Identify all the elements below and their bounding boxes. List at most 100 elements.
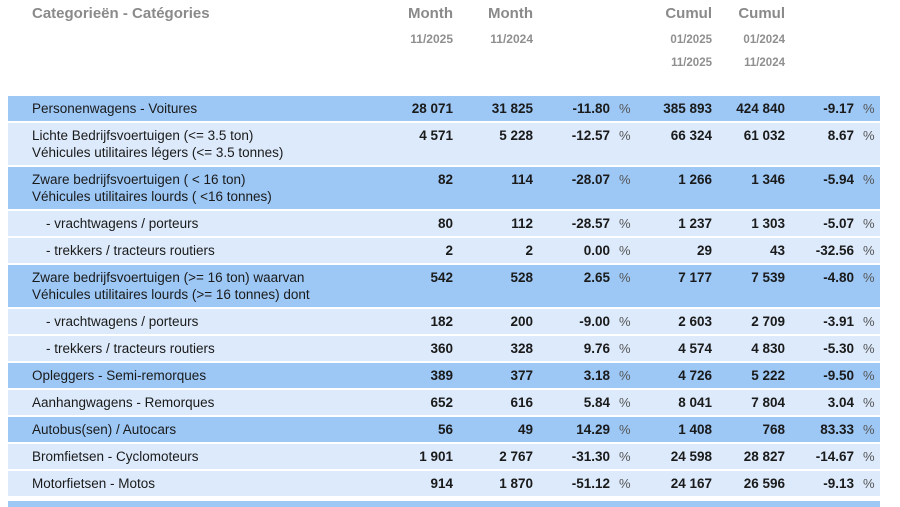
cell-cumul-current: 7 177 xyxy=(678,270,712,285)
cell-month-current: 80 xyxy=(437,216,453,231)
cell-cumul-pct: -3.91 xyxy=(823,314,854,329)
cell-cumul-current: 66 324 xyxy=(670,128,712,143)
cell-month-current: 389 xyxy=(430,368,453,383)
cell-cumul-current: 1 266 xyxy=(678,172,712,187)
cumul-previous-date-to: 11/2024 xyxy=(744,57,785,69)
cell-cumul-pct: -4.80 xyxy=(823,270,854,285)
cell-cumul-current: 2 603 xyxy=(678,314,712,329)
cell-month-current: 4 571 xyxy=(419,128,453,143)
cell-month-current: 2 xyxy=(445,243,453,258)
table-row: - vrachtwagens / porteurs 80 112 -28.57 … xyxy=(8,211,880,236)
table-row: Personenwagens - Voitures 28 071 31 825 … xyxy=(8,96,880,121)
table-row: Zware bedrijfsvoertuigen (>= 16 ton) waa… xyxy=(8,265,880,307)
cell-month-previous: 377 xyxy=(510,368,533,383)
cell-month-current: 914 xyxy=(430,476,453,491)
month-percent-sign: % xyxy=(619,172,631,187)
cell-cumul-current: 1 408 xyxy=(678,422,712,437)
cell-cumul-pct: -9.17 xyxy=(823,101,854,116)
cumul-percent-sign: % xyxy=(863,476,875,491)
table-row: - trekkers / tracteurs routiers 360 328 … xyxy=(8,336,880,361)
month-current-title: Month xyxy=(408,5,453,22)
month-percent-sign: % xyxy=(619,341,631,356)
cell-month-pct: 5.84 xyxy=(583,395,610,410)
category-cell: Zware bedrijfsvoertuigen (>= 16 ton) waa… xyxy=(32,270,310,302)
cell-cumul-previous: 4 830 xyxy=(751,341,785,356)
month-percent-sign: % xyxy=(619,368,631,383)
month-percent-sign: % xyxy=(619,243,631,258)
cell-month-previous: 31 825 xyxy=(491,101,533,116)
cell-month-current: 652 xyxy=(430,395,453,410)
cell-cumul-pct: -9.50 xyxy=(823,368,854,383)
category-cell: Opleggers - Semi-remorques xyxy=(32,368,207,383)
cell-month-current: 1 901 xyxy=(419,449,453,464)
cell-cumul-previous: 1 303 xyxy=(751,216,785,231)
category-column-header: Categorieën - Catégories xyxy=(32,5,210,22)
cell-cumul-current: 4 574 xyxy=(678,341,712,356)
cell-month-current: 182 xyxy=(430,314,453,329)
cumul-percent-sign: % xyxy=(863,101,875,116)
month-percent-sign: % xyxy=(619,476,631,491)
table-row: Zware bedrijfsvoertuigen ( < 16 ton) Véhi… xyxy=(8,167,880,209)
cell-month-pct: -28.07 xyxy=(571,172,610,187)
cell-month-current: 360 xyxy=(430,341,453,356)
month-percent-sign: % xyxy=(619,395,631,410)
month-percent-sign: % xyxy=(619,422,631,437)
category-cell: Bromfietsen - Cyclomoteurs xyxy=(32,449,199,464)
cell-month-pct: -9.00 xyxy=(579,314,610,329)
cumul-percent-sign: % xyxy=(863,395,875,410)
cell-cumul-pct: -32.56 xyxy=(815,243,854,258)
cell-cumul-previous: 2 709 xyxy=(751,314,785,329)
category-cell: - trekkers / tracteurs routiers xyxy=(46,341,215,356)
cell-month-current: 56 xyxy=(437,422,453,437)
cumul-previous-date-from: 01/2024 xyxy=(743,34,785,46)
cumul-percent-sign: % xyxy=(863,449,875,464)
month-current-column-header: Month 11/2025 xyxy=(375,5,453,45)
month-percent-sign: % xyxy=(619,128,631,143)
table-row: Autobus(sen) / Autocars 56 49 14.29 % 1 … xyxy=(8,417,880,442)
cell-cumul-pct: 83.33 xyxy=(820,422,854,437)
cell-month-pct: 9.76 xyxy=(583,341,610,356)
table-row: - vrachtwagens / porteurs 182 200 -9.00 … xyxy=(8,309,880,334)
cell-month-previous: 528 xyxy=(510,270,533,285)
category-cell: - vrachtwagens / porteurs xyxy=(46,216,199,231)
cell-cumul-previous: 26 596 xyxy=(743,476,785,491)
cumul-percent-sign: % xyxy=(863,128,875,143)
cell-cumul-previous: 424 840 xyxy=(736,101,785,116)
cell-month-current: 82 xyxy=(437,172,453,187)
month-previous-date: 11/2024 xyxy=(490,32,533,46)
cumul-current-column-header: Cumul 01/2025 11/2025 xyxy=(638,5,712,69)
cumul-percent-sign: % xyxy=(863,270,875,285)
cell-month-previous: 1 870 xyxy=(499,476,533,491)
month-percent-sign: % xyxy=(619,314,631,329)
cumul-current-title: Cumul xyxy=(665,5,712,22)
cell-cumul-previous: 28 827 xyxy=(743,449,785,464)
cumul-current-date-to: 11/2025 xyxy=(671,57,712,69)
cell-cumul-pct: 3.04 xyxy=(827,395,854,410)
cell-month-pct: -31.30 xyxy=(571,449,610,464)
cell-cumul-previous: 43 xyxy=(769,243,785,258)
cell-month-pct: 2.65 xyxy=(583,270,610,285)
table-header: Categorieën - Catégories Month 11/2025 M… xyxy=(8,5,880,69)
category-cell: - trekkers / tracteurs routiers xyxy=(46,243,215,258)
cell-month-pct: -28.57 xyxy=(571,216,610,231)
cumul-current-date-from: 01/2025 xyxy=(670,34,712,46)
month-percent-sign: % xyxy=(619,449,631,464)
cell-cumul-current: 1 237 xyxy=(678,216,712,231)
partial-next-row xyxy=(8,501,880,507)
table-row: Lichte Bedrijfsvoertuigen (<= 3.5 ton) Vé… xyxy=(8,123,880,165)
cell-cumul-current: 385 893 xyxy=(663,101,712,116)
category-cell: Autobus(sen) / Autocars xyxy=(32,422,177,437)
cell-cumul-current: 24 167 xyxy=(670,476,712,491)
cumul-percent-sign: % xyxy=(863,243,875,258)
cumul-percent-sign: % xyxy=(863,368,875,383)
cell-month-current: 542 xyxy=(430,270,453,285)
cell-month-previous: 112 xyxy=(511,216,533,231)
cumul-percent-sign: % xyxy=(863,172,875,187)
category-cell: - vrachtwagens / porteurs xyxy=(46,314,199,329)
table-row: Bromfietsen - Cyclomoteurs 1 901 2 767 -… xyxy=(8,444,880,469)
table-row: Aanhangwagens - Remorques 652 616 5.84 %… xyxy=(8,390,880,415)
cell-month-pct: -12.57 xyxy=(571,128,610,143)
category-cell: Lichte Bedrijfsvoertuigen (<= 3.5 ton) Vé… xyxy=(32,128,284,160)
cell-cumul-current: 8 041 xyxy=(678,395,712,410)
